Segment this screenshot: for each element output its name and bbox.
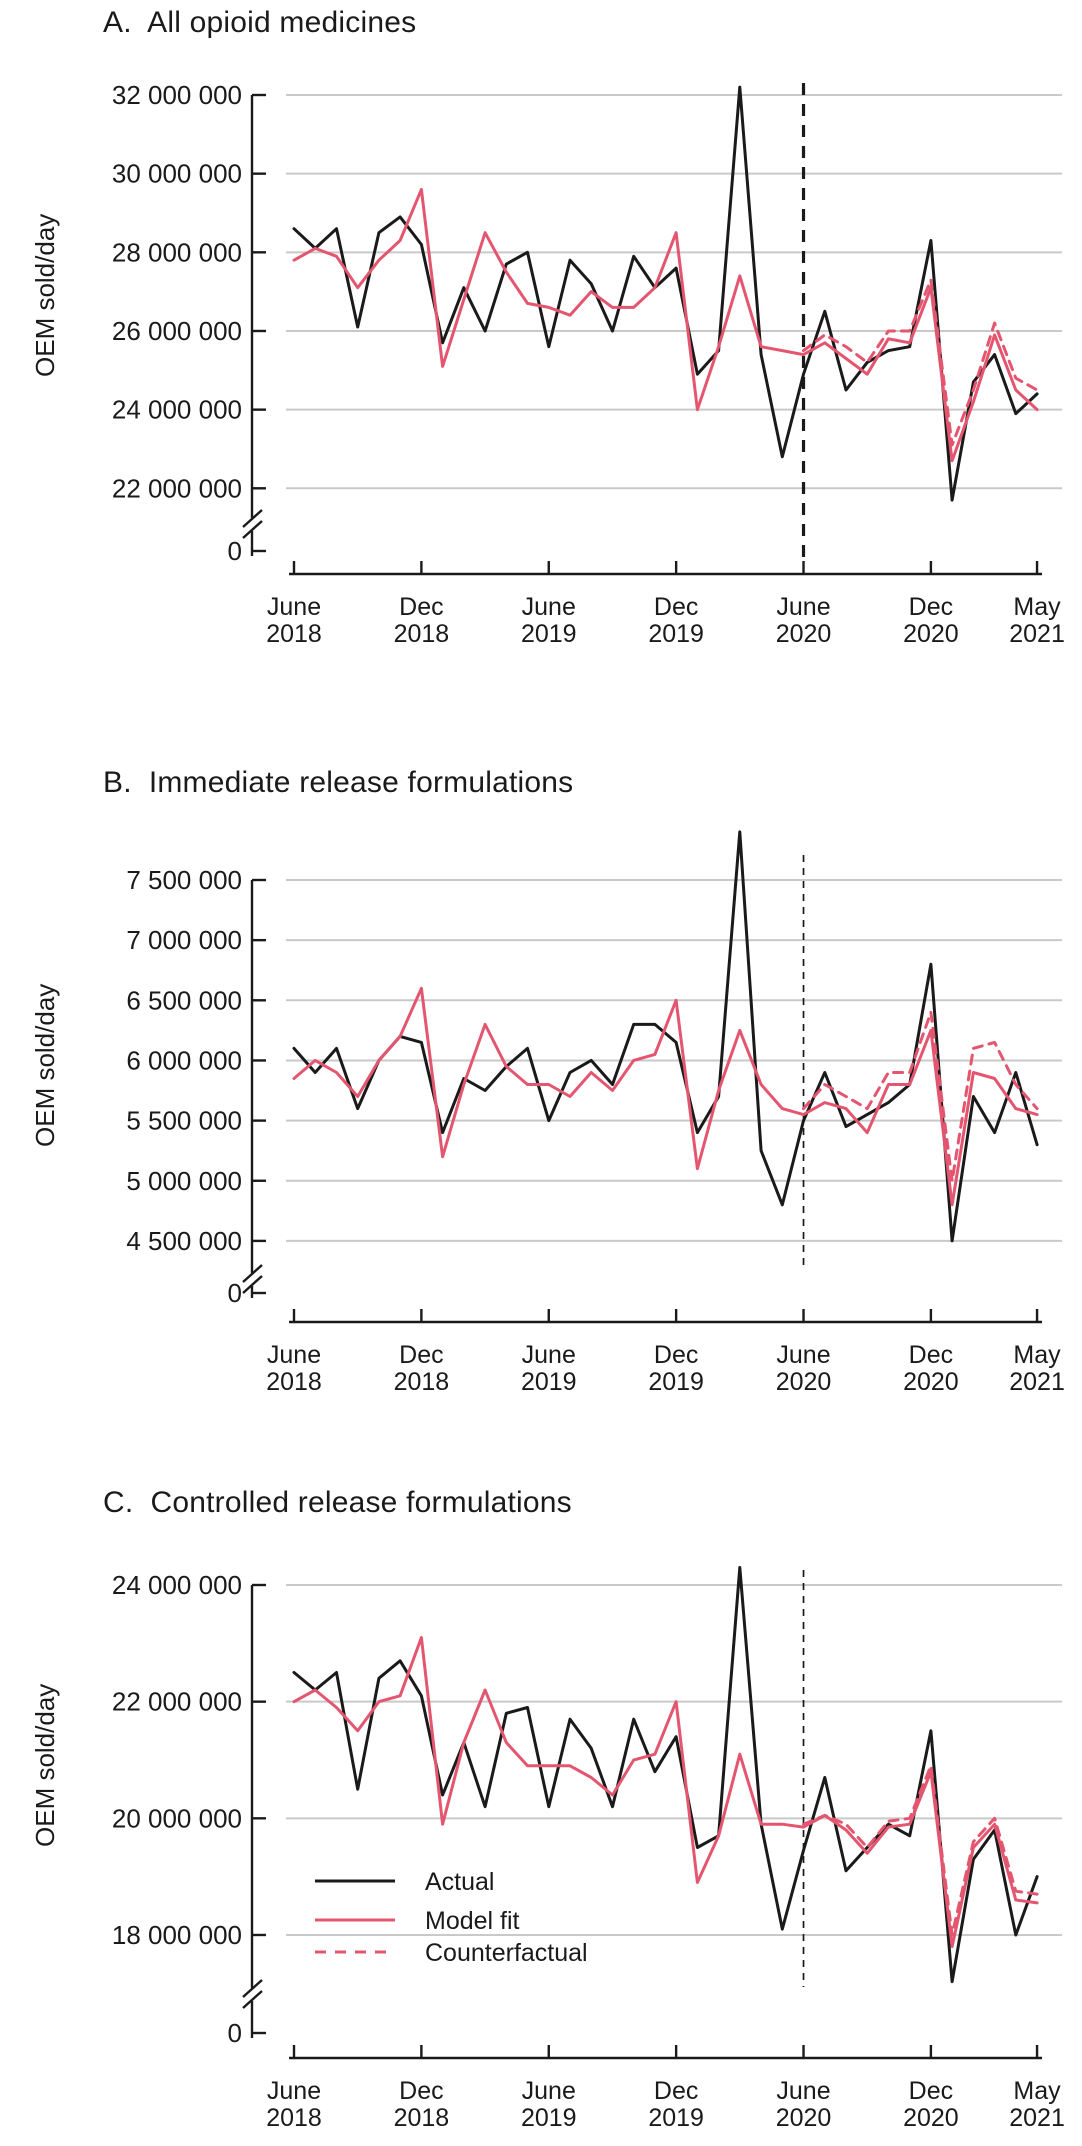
x-tick-label-year: 2019 xyxy=(648,1368,704,1396)
series-line-counterfactual xyxy=(802,1764,1039,1937)
y-tick-label: 20 000 000 xyxy=(112,1803,242,1833)
legend-label-2: Counterfactual xyxy=(425,1939,588,1967)
x-tick-label-year: 2020 xyxy=(903,620,959,648)
x-tick-label-year: 2020 xyxy=(776,2104,832,2132)
x-tick-label-month: Dec xyxy=(909,593,953,621)
x-tick-label-month: June xyxy=(267,2077,321,2105)
x-tick-label-month: Dec xyxy=(654,1341,698,1369)
panel-b-chart: 7 500 000 7 000 000 6 500 000 6 000 000 5 50… xyxy=(126,830,1065,1396)
y-tick-label: 24 000 000 xyxy=(112,395,242,425)
y-tick-label: 4 500 000 xyxy=(126,1226,242,1256)
x-tick-label-month: May xyxy=(1013,593,1061,621)
x-tick-label-year: 2018 xyxy=(266,620,322,648)
y-tick-label: 7 000 000 xyxy=(126,925,242,955)
legend-label-0: Actual xyxy=(425,1868,494,1896)
y-tick-label: 6 000 000 xyxy=(126,1045,242,1075)
y-tick-label: 26 000 000 xyxy=(112,316,242,346)
x-tick-label-year: 2019 xyxy=(521,1368,577,1396)
y-zero-label: 0 xyxy=(228,536,242,566)
x-tick-label-year: 2019 xyxy=(521,2104,577,2132)
y-tick-label: 24 000 000 xyxy=(112,1570,242,1600)
axis-break-slash xyxy=(242,1264,263,1283)
y-zero-label: 0 xyxy=(228,1278,242,1308)
x-tick-label-month: Dec xyxy=(654,593,698,621)
y-tick-label: 32 000 000 xyxy=(112,80,242,110)
axis-break-slash xyxy=(242,1979,263,1998)
x-tick-label-month: Dec xyxy=(399,2077,443,2105)
series-line-actual xyxy=(292,830,1039,1243)
series-line-model-fit xyxy=(292,1636,1039,1949)
x-tick-label-year: 2019 xyxy=(648,2104,704,2132)
x-tick-label-month: May xyxy=(1013,1341,1061,1369)
axis-break-slash xyxy=(242,520,263,539)
x-tick-label-year: 2018 xyxy=(394,1368,450,1396)
y-zero-label: 0 xyxy=(228,2018,242,2048)
y-tick-label: 22 000 000 xyxy=(112,473,242,503)
panel-c-title: C. Controlled release formulations xyxy=(103,1486,572,1519)
x-tick-label-year: 2018 xyxy=(394,2104,450,2132)
x-tick-label-year: 2018 xyxy=(266,1368,322,1396)
x-tick-label-year: 2019 xyxy=(521,620,577,648)
x-tick-label-month: June xyxy=(522,1341,576,1369)
series-line-model-fit xyxy=(292,187,1039,463)
x-tick-label-month: June xyxy=(267,593,321,621)
x-tick-label-year: 2020 xyxy=(903,1368,959,1396)
x-tick-label-year: 2018 xyxy=(266,2104,322,2132)
series-line-model-fit xyxy=(292,986,1039,1207)
axis-break-slash xyxy=(242,509,263,528)
panel-a-chart: 32 000 000 30 000 000 28 000 000 26 000 000… xyxy=(112,80,1065,648)
x-tick-label-month: June xyxy=(522,2077,576,2105)
x-tick-label-month: Dec xyxy=(909,1341,953,1369)
y-tick-label: 7 500 000 xyxy=(126,865,242,895)
y-tick-label: 5 000 000 xyxy=(126,1166,242,1196)
y-tick-label: 6 500 000 xyxy=(126,985,242,1015)
x-tick-label-month: June xyxy=(776,2077,830,2105)
x-tick-label-month: June xyxy=(522,593,576,621)
y-tick-label: 18 000 000 xyxy=(112,1920,242,1950)
x-tick-label-month: June xyxy=(267,1341,321,1369)
x-tick-label-month: Dec xyxy=(399,1341,443,1369)
panel-a-title: A. All opioid medicines xyxy=(103,6,417,39)
x-tick-label-year: 2021 xyxy=(1009,620,1065,648)
x-tick-label-month: May xyxy=(1013,2077,1061,2105)
y-tick-label: 5 500 000 xyxy=(126,1106,242,1136)
series-line-counterfactual xyxy=(802,278,1039,447)
axis-break-slash xyxy=(242,1275,263,1294)
y-tick-label: 28 000 000 xyxy=(112,237,242,267)
x-tick-label-year: 2021 xyxy=(1009,2104,1065,2132)
series-line-actual xyxy=(292,85,1039,502)
panel-b-title: B. Immediate release formulations xyxy=(103,766,574,799)
x-tick-label-month: June xyxy=(776,593,830,621)
x-tick-label-year: 2020 xyxy=(776,620,832,648)
panel-c-chart: 24 000 000 22 000 000 20 000 000 18 000 000… xyxy=(112,1566,1065,2132)
x-tick-label-month: June xyxy=(776,1341,830,1369)
x-tick-label-month: Dec xyxy=(654,2077,698,2105)
x-tick-label-month: Dec xyxy=(909,2077,953,2105)
x-tick-label-year: 2020 xyxy=(776,1368,832,1396)
x-tick-label-year: 2019 xyxy=(648,620,704,648)
x-tick-label-year: 2018 xyxy=(394,620,450,648)
series-line-actual xyxy=(292,1566,1039,1984)
axis-break-slash xyxy=(242,1990,263,2009)
x-tick-label-year: 2020 xyxy=(903,2104,959,2132)
series-line-counterfactual xyxy=(802,1010,1039,1183)
y-tick-label: 22 000 000 xyxy=(112,1687,242,1717)
x-tick-label-year: 2021 xyxy=(1009,1368,1065,1396)
y-tick-label: 30 000 000 xyxy=(112,159,242,189)
legend-label-1: Model fit xyxy=(425,1907,520,1935)
x-tick-label-month: Dec xyxy=(399,593,443,621)
